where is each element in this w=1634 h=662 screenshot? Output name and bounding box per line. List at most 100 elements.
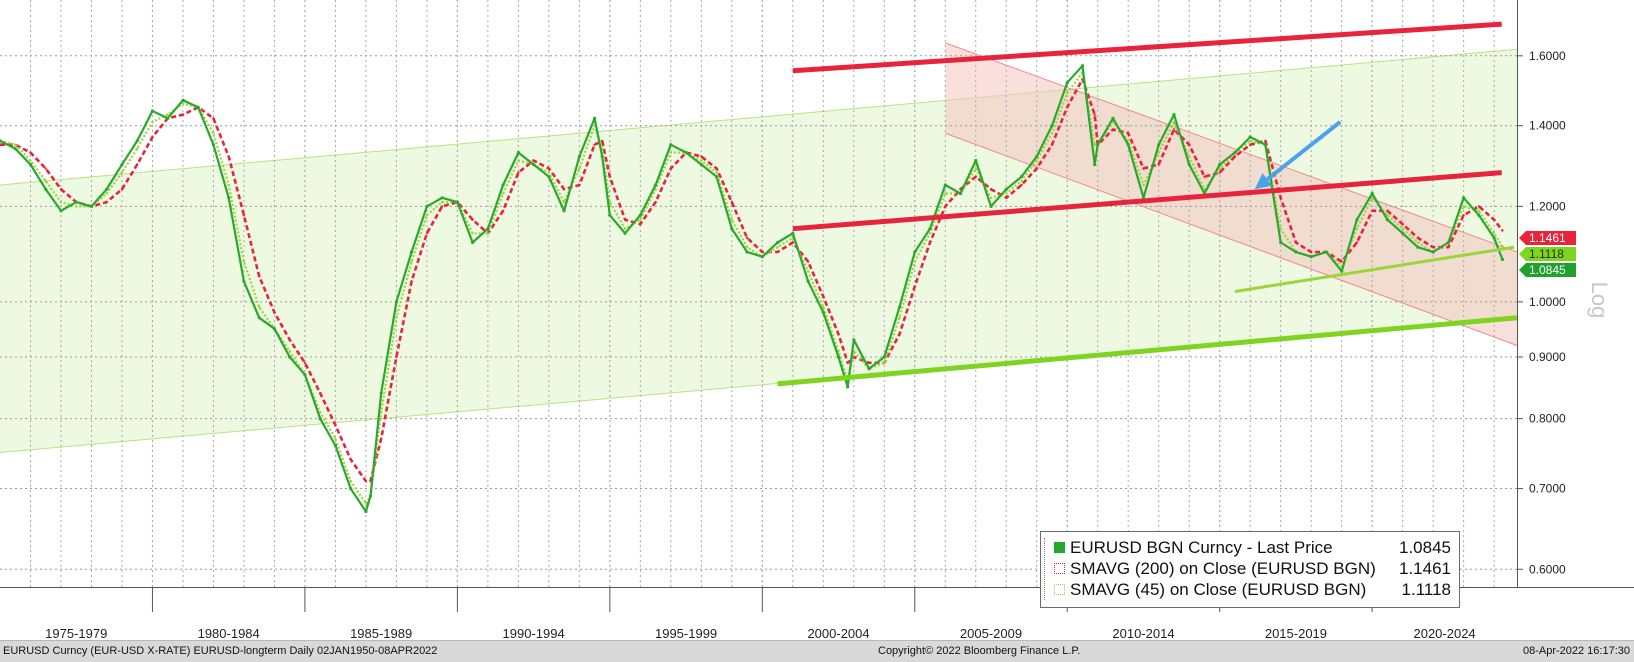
series-point-1 [1355,241,1359,244]
series-point-0 [181,98,185,102]
series-point-1 [1066,106,1069,109]
series-point-0 [1477,213,1481,217]
series-point-2 [898,316,901,319]
series-line-2 [0,71,1504,505]
trend-line-short-green-line [1234,245,1515,293]
series-point-0 [1080,64,1085,68]
y-tick-label: 0.9000 [1529,350,1566,364]
y-tick-label: 1.2000 [1529,199,1566,213]
series-point-0 [425,204,429,208]
series-point-0 [440,196,444,200]
series-point-0 [1431,250,1435,254]
series-point-1 [989,188,993,191]
series-point-0 [836,355,841,359]
legend-swatch-smavg-45 [1054,584,1065,595]
x-category-label: 2010-2014 [1112,626,1174,641]
series-point-1 [547,167,551,170]
series-point-1 [745,236,749,240]
trend-line-red-resistance-top [792,21,1502,74]
series-point-0 [1096,143,1100,147]
y-tick-label: 1.6000 [1529,49,1566,63]
series-point-0 [0,139,2,143]
series-point-2 [1188,155,1191,158]
series-point-0 [1340,269,1344,273]
x-category-label: 1980-1984 [198,626,260,641]
series-point-0 [196,105,200,109]
series-point-2 [166,113,169,116]
series-point-2 [1157,151,1160,154]
legend-label: SMAVG (200) on Close (EURUSD BGN) [1070,559,1376,578]
series-point-2 [136,147,139,150]
series-line-0 [0,64,1504,513]
series-point-0 [1111,116,1115,120]
series-point-0 [638,213,642,217]
series-point-0 [669,143,673,147]
x-category-label: 2015-2019 [1265,626,1327,641]
series-point-1 [1093,113,1096,116]
series-point-1 [1249,143,1252,146]
legend-value: 1.1118 [1401,580,1451,599]
series-point-2 [1172,120,1176,124]
series-point-0 [288,355,292,359]
series-point-2 [380,411,383,414]
series-point-2 [1005,192,1008,195]
legend-item-smavg-45[interactable]: SMAVG (45) on Close (EURUSD BGN) 1.1118 [1041,580,1459,600]
series-point-1 [1401,223,1404,226]
series-point-1 [1501,229,1504,232]
series-line-1 [0,77,1504,483]
series-point-0 [943,183,947,187]
series-point-0 [974,158,978,163]
series-point-1 [1279,196,1282,199]
series-point-2 [1477,209,1481,212]
series-point-0 [28,162,33,167]
footer-copyright: Copyright© 2022 Bloomberg Finance L.P. [878,645,1081,657]
series-point-1 [700,155,703,158]
series-point-0 [501,183,505,187]
series-point-0 [882,355,886,359]
series-point-0 [730,227,734,231]
series-point-2 [29,159,32,162]
series-point-1 [395,355,398,359]
series-point-2 [75,205,78,208]
series-point-1 [258,275,261,278]
x-category-label: 1990-1994 [503,626,565,641]
series-point-1 [517,171,520,174]
legend-swatch-last-price [1054,542,1065,553]
series-point-2 [928,232,932,235]
series-point-2 [1050,132,1054,135]
series-point-0 [44,187,48,191]
series-point-1 [1035,167,1038,170]
series-point-1 [593,143,596,146]
y-axis-panel [1517,0,1634,640]
series-point-1 [730,200,733,204]
series-point-2 [14,143,17,146]
series-point-0 [958,191,963,196]
series-point-1 [639,223,642,226]
series-point-1 [1431,246,1435,249]
y-tick-label: 1.0000 [1529,295,1566,309]
trend-lines [777,21,1518,387]
series-point-2 [501,192,505,195]
series-point-1 [1386,209,1389,212]
series-point-1 [1477,205,1481,208]
series-point-0 [242,279,246,283]
series-point-1 [1127,132,1130,135]
series-point-2 [578,167,581,170]
series-point-0 [532,162,536,167]
down-channel-lower [945,132,1518,346]
series-point-0 [913,250,917,254]
series-point-0 [486,227,490,231]
legend-item-last-price[interactable]: EURUSD BGN Curncy - Last Price 1.0845 [1041,538,1459,558]
series-point-0 [654,183,658,187]
series-point-0 [699,162,703,167]
series-point-2 [822,305,825,309]
legend-item-smavg-200[interactable]: SMAVG (200) on Close (EURUSD BGN) 1.1461 [1041,559,1459,579]
series-point-2 [1142,183,1145,187]
series-point-0 [577,154,582,159]
series-point-1 [288,338,291,341]
series-point-1 [1371,209,1374,212]
series-point-2 [1203,188,1206,191]
series-point-0 [1019,175,1024,179]
series-point-2 [1371,196,1374,199]
series-point-0 [59,209,63,213]
